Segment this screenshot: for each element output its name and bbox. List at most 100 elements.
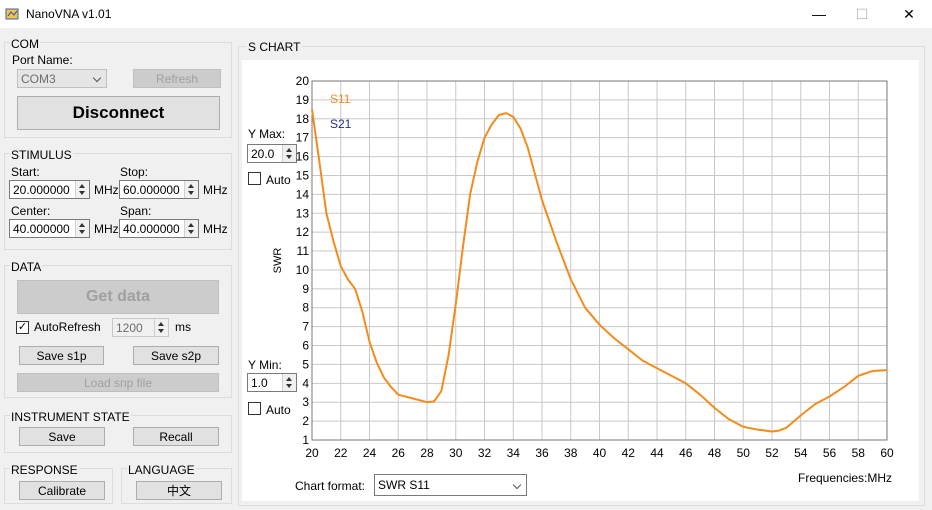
y-min-auto-checkbox[interactable]: [248, 402, 261, 415]
language-button[interactable]: 中文: [136, 481, 222, 500]
center-unit: MHz: [94, 222, 119, 236]
s11-line: [311, 109, 888, 433]
minimize-icon: —: [812, 6, 826, 22]
port-name-value: COM3: [21, 71, 56, 86]
get-data-button[interactable]: Get data: [17, 280, 219, 314]
stop-unit: MHz: [203, 183, 228, 197]
span-value: 40.000000: [123, 221, 180, 236]
center-label: Center:: [11, 204, 51, 218]
x-tick-label: 24: [363, 446, 377, 460]
y-tick-label: 20: [296, 74, 310, 88]
frequency-unit-label: Frequencies:MHz: [798, 471, 893, 485]
x-tick-label: 56: [823, 446, 837, 460]
chart-panel: [242, 60, 919, 501]
chart-format-value: SWR S11: [378, 478, 430, 492]
y-tick-label: 5: [302, 357, 309, 371]
y-max-input[interactable]: 20.0: [247, 144, 297, 163]
save-s2p-button[interactable]: Save s2p: [133, 346, 219, 365]
start-spinner[interactable]: [75, 181, 89, 198]
start-input[interactable]: 20.000000: [9, 180, 90, 199]
instrument-state-title: INSTRUMENT STATE: [10, 410, 131, 424]
app-icon: [5, 8, 19, 20]
stimulus-group: [4, 153, 232, 250]
check-icon: ✓: [17, 321, 28, 333]
maximize-button[interactable]: ☐: [839, 0, 885, 28]
y-tick-label: 2: [302, 414, 309, 428]
x-tick-label: 38: [564, 446, 578, 460]
save-state-button[interactable]: Save: [19, 427, 105, 446]
load-snp-button[interactable]: Load snp file: [17, 373, 219, 392]
x-tick-label: 34: [507, 446, 521, 460]
x-tick-label: 46: [679, 446, 693, 460]
chart-format-select[interactable]: SWR S11: [374, 474, 527, 496]
y-tick-label: 15: [296, 168, 310, 182]
refresh-button[interactable]: Refresh: [133, 69, 221, 88]
stop-spinner[interactable]: [184, 181, 198, 198]
y-axis-label: SWR: [272, 248, 284, 274]
language-title: LANGUAGE: [127, 463, 196, 477]
chevron-down-icon: [512, 480, 522, 490]
chart-format-label: Chart format:: [295, 479, 366, 493]
y-tick-label: 17: [296, 131, 310, 145]
x-tick-label: 44: [650, 446, 664, 460]
center-input[interactable]: 40.000000: [9, 219, 90, 238]
window-title: NanoVNA v1.01: [26, 7, 112, 21]
x-tick-label: 28: [420, 446, 434, 460]
save-s1p-button[interactable]: Save s1p: [19, 346, 104, 365]
y-tick-label: 1: [302, 433, 309, 447]
x-tick-label: 40: [593, 446, 607, 460]
y-tick-label: 9: [302, 282, 309, 296]
y-tick-label: 6: [302, 339, 309, 353]
y-min-spinner[interactable]: [282, 374, 296, 391]
stop-value: 60.000000: [123, 182, 180, 197]
swr-chart: 20 22 24 26 28 30 32 34 36 38 40 42 44 46 48 50 52 54 56 58…: [272, 74, 894, 460]
x-tick-label: 52: [765, 446, 779, 460]
center-spinner[interactable]: [75, 220, 89, 237]
center-value: 40.000000: [13, 221, 70, 236]
autorefresh-label: AutoRefresh: [34, 320, 101, 334]
autorefresh-checkbox[interactable]: ✓: [16, 321, 29, 334]
close-button[interactable]: ✕: [886, 0, 932, 28]
y-max-auto-checkbox[interactable]: [248, 172, 261, 185]
s-chart-title: S CHART: [246, 40, 303, 54]
y-tick-label: 14: [296, 187, 310, 201]
y-tick-label: 11: [297, 244, 310, 258]
refresh-interval-input[interactable]: 1200: [112, 318, 169, 337]
maximize-icon: ☐: [855, 5, 869, 22]
y-tick-label: 3: [302, 395, 309, 409]
start-value: 20.000000: [13, 182, 70, 197]
x-tick-label: 36: [535, 446, 549, 460]
x-tick-label: 26: [392, 446, 406, 460]
y-max-spinner[interactable]: [282, 145, 296, 162]
recall-state-button[interactable]: Recall: [133, 427, 219, 446]
y-max-value: 20.0: [251, 146, 275, 161]
x-tick-label: 32: [478, 446, 492, 460]
plot-border: [311, 80, 888, 441]
y-max-label: Y Max:: [248, 127, 286, 141]
span-unit: MHz: [203, 222, 228, 236]
x-tick-label: 42: [622, 446, 636, 460]
span-input[interactable]: 40.000000: [119, 219, 199, 238]
y-tick-label: 18: [296, 112, 310, 126]
y-tick-label: 16: [296, 150, 310, 164]
disconnect-button[interactable]: Disconnect: [17, 96, 220, 130]
y-tick-label: 12: [296, 225, 310, 239]
x-tick-label: 48: [708, 446, 722, 460]
minimize-button[interactable]: —: [796, 0, 842, 28]
y-min-input[interactable]: 1.0: [247, 373, 297, 392]
legend-s11: S11: [330, 92, 351, 106]
y-min-value: 1.0: [251, 375, 268, 390]
com-group-title: COM: [10, 37, 40, 51]
y-min-auto-label: Auto: [266, 403, 291, 417]
start-label: Start:: [11, 165, 40, 179]
port-name-label: Port Name:: [12, 53, 73, 67]
span-spinner[interactable]: [184, 220, 198, 237]
stop-input[interactable]: 60.000000: [119, 180, 199, 199]
port-name-select[interactable]: COM3: [17, 69, 107, 88]
com-group: [4, 42, 232, 138]
calibrate-button[interactable]: Calibrate: [19, 481, 105, 500]
legend-s21: S21: [330, 117, 352, 131]
interval-spinner[interactable]: [154, 319, 168, 336]
x-tick-label: 30: [449, 446, 463, 460]
stimulus-group-title: STIMULUS: [10, 148, 73, 162]
